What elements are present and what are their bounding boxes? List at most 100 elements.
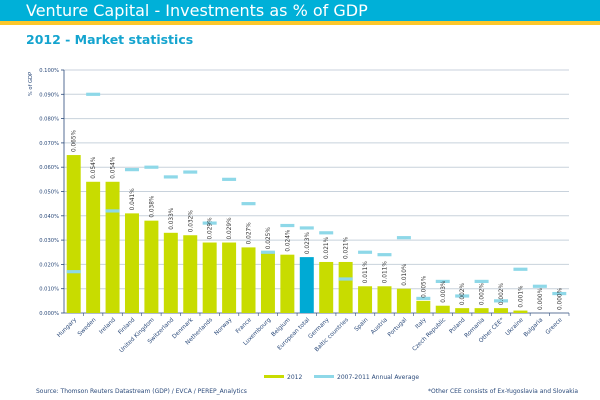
value-label: 0.002% (460, 283, 466, 306)
value-label: 0.005% (421, 275, 427, 298)
bar-2012 (144, 220, 159, 313)
value-label: 0.024% (285, 229, 291, 252)
bar-2012 (260, 252, 275, 313)
x-tick-label: France (235, 317, 253, 335)
bar-2012 (105, 181, 120, 313)
x-tick-label: Austria (370, 317, 389, 336)
value-label: 0.023% (305, 232, 311, 255)
legend-swatch-average (314, 375, 334, 378)
value-label: 0.032% (188, 210, 194, 233)
bar-2012 (513, 310, 528, 313)
value-label: 0.054% (111, 156, 117, 179)
value-label: 0.027% (247, 222, 253, 245)
bar-2012 (241, 247, 256, 313)
average-marker (377, 253, 392, 257)
average-marker (494, 299, 509, 303)
y-tick-label: 0.090% (39, 92, 59, 98)
legend-label-2012: 2012 (287, 374, 302, 381)
average-marker (358, 250, 373, 254)
bar-2012 (416, 300, 431, 313)
bar-2012 (358, 286, 373, 313)
value-label: 0.010% (402, 263, 408, 286)
average-marker (222, 177, 237, 181)
x-tick-label: Poland (449, 317, 467, 335)
y-tick-label: 0.050% (39, 190, 59, 196)
y-tick-label: 0.070% (39, 141, 59, 147)
value-label: 0.033% (169, 207, 175, 230)
bar-2012 (494, 308, 509, 313)
value-label: 0.041% (130, 188, 136, 211)
bar-2012 (222, 242, 237, 313)
x-tick-label: United Kingdom (119, 317, 156, 354)
average-marker (105, 209, 120, 213)
legend-swatch-2012 (264, 375, 284, 378)
y-tick-label: 0.000% (39, 311, 59, 317)
value-label: 0.054% (91, 156, 97, 179)
value-label: 0.029% (227, 217, 233, 240)
bar-2012 (66, 155, 81, 313)
average-marker (416, 296, 431, 301)
average-marker (396, 236, 411, 240)
average-marker (144, 165, 159, 169)
bar-2012 (280, 254, 295, 313)
value-labels: 0.065% 0.054% 0.054% 0.041% 0.038% 0.033% 0.03… (72, 129, 564, 310)
legend-label-average: 2007-2011 Annual Average (337, 374, 419, 381)
bar-2012 (202, 242, 217, 313)
average-marker (552, 291, 567, 296)
value-label: 0.002% (499, 283, 505, 306)
bar-2012 (124, 213, 139, 313)
x-tick-label: Spain (354, 317, 370, 333)
average-marker (474, 279, 489, 284)
y-tick-label: 0.080% (39, 117, 59, 123)
bar-2012 (455, 308, 470, 313)
footnote: *Other CEE consists of Ex-Yugoslavia and… (428, 388, 579, 395)
y-axis: 0.000% 0.010% 0.020% 0.030% 0.040% 0.050% 0.06… (28, 68, 569, 317)
average-marker (455, 294, 470, 298)
value-label: 0.038% (149, 195, 155, 218)
value-label: 0.021% (344, 236, 350, 259)
average-marker (241, 202, 256, 206)
value-label: 0.002% (480, 283, 486, 306)
y-tick-label: 0.060% (39, 165, 59, 171)
source-note: Source: Thomson Reuters Datastream (GDP)… (36, 388, 247, 395)
average-marker (183, 170, 198, 174)
bar-2012 (163, 232, 178, 313)
value-label: 0.011% (363, 261, 369, 284)
bar-2012 (183, 235, 198, 313)
bar-2012 (86, 181, 101, 313)
page-title: Venture Capital - Investments as % of GD… (26, 1, 368, 20)
average-marker (532, 284, 547, 288)
x-tick-label: Sweden (77, 317, 98, 338)
y-axis-title: % of GDP (28, 72, 34, 96)
bar-2012 (338, 261, 353, 313)
value-label: 0.021% (324, 236, 330, 259)
bar-2012 (396, 288, 411, 313)
value-label: 0.001% (518, 285, 524, 308)
gridlines (64, 69, 569, 290)
average-marker (338, 277, 353, 281)
value-label: 0.000% (557, 287, 563, 310)
value-label: 0.029% (208, 217, 214, 240)
average-marker (299, 226, 314, 230)
value-label: 0.003% (441, 280, 447, 303)
bar-2012 (435, 305, 450, 313)
average-marker (124, 168, 139, 172)
page-subtitle: 2012 - Market statistics (26, 32, 194, 47)
value-label: 0.000% (538, 287, 544, 310)
bar-2012 (474, 308, 489, 313)
y-tick-label: 0.010% (39, 287, 59, 293)
x-tick-label: Bulgaria (523, 317, 545, 339)
average-marker (202, 221, 217, 225)
value-label: 0.065% (72, 129, 78, 152)
y-tick-label: 0.100% (39, 68, 59, 74)
average-markers (66, 92, 567, 303)
average-marker (513, 267, 528, 271)
x-tick-label: Italy (415, 317, 429, 331)
x-tick-label: Baltic countries (314, 317, 350, 353)
average-marker (280, 223, 295, 228)
x-tick-label: Ireland (99, 317, 118, 336)
y-tick-label: 0.020% (39, 262, 59, 268)
x-tick-label: Greece (545, 317, 564, 336)
